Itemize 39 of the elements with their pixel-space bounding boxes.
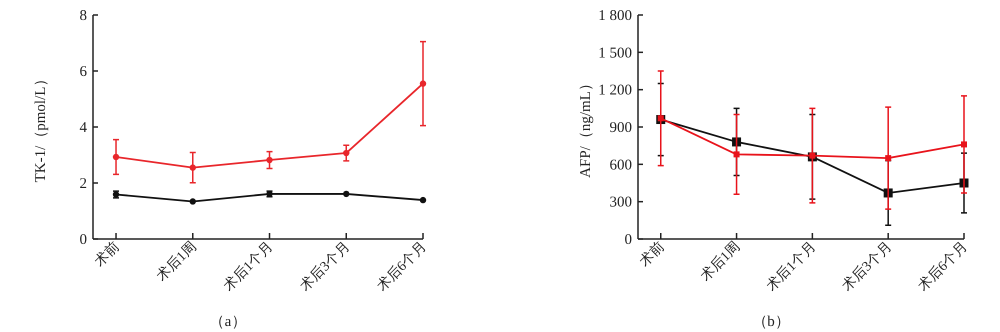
point xyxy=(266,156,273,164)
x-tick-label: 术后1周 xyxy=(697,238,744,284)
point xyxy=(809,152,816,159)
x-tick-label: 术后6个月 xyxy=(374,238,430,294)
x-tick-label: 术后1周 xyxy=(154,238,200,284)
point xyxy=(343,150,350,156)
y-tick-label: 8 xyxy=(80,8,87,24)
y-axis-title: AFP/（ng/mL） xyxy=(578,76,594,178)
y-tick-label: 1 800 xyxy=(598,8,632,24)
x-tick-label: 术后1个月 xyxy=(220,238,276,294)
point xyxy=(885,155,892,162)
point xyxy=(420,80,426,87)
y-tick-label: 600 xyxy=(610,157,632,174)
y-tick-label: 300 xyxy=(610,194,632,211)
x-tick-label: 术后3个月 xyxy=(297,238,354,294)
y-tick-label: 2 xyxy=(80,176,87,192)
y-tick-label: 1 200 xyxy=(598,82,632,99)
y-tick-label: 1 500 xyxy=(598,45,632,62)
x-tick-label: 术后3个月 xyxy=(839,238,896,294)
y-tick-label: 0 xyxy=(624,232,632,248)
x-tick-label: 术后6个月 xyxy=(914,238,971,294)
y-tick-label: 900 xyxy=(610,120,632,136)
point xyxy=(343,190,350,198)
point xyxy=(190,198,196,205)
point xyxy=(658,115,664,122)
text: （a） xyxy=(210,314,246,330)
y-axis-title: TK-1/（pmol/L） xyxy=(33,72,49,182)
point xyxy=(961,141,967,148)
x-tick-label: 术前 xyxy=(92,238,123,270)
x-tick-label: 术后1个月 xyxy=(763,238,820,294)
point xyxy=(420,196,426,204)
y-tick-label: 6 xyxy=(80,64,88,80)
y-tick-label: 0 xyxy=(80,232,87,248)
text: （b） xyxy=(752,314,790,330)
y-tick-label: 4 xyxy=(80,120,88,136)
x-tick-label: 术前 xyxy=(636,238,668,270)
point xyxy=(734,151,740,158)
point xyxy=(112,154,120,160)
point xyxy=(190,164,196,171)
